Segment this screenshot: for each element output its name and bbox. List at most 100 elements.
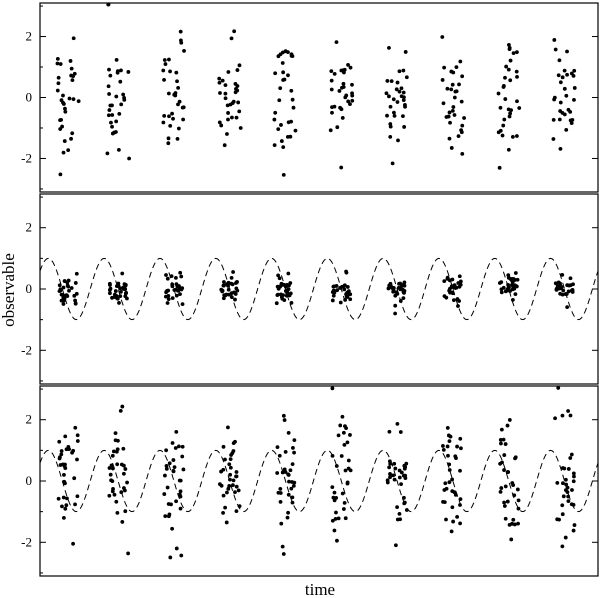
data-point	[114, 284, 119, 289]
data-point	[234, 474, 239, 479]
x-axis-label: time	[305, 580, 335, 598]
data-point	[340, 491, 345, 496]
data-point	[499, 427, 504, 432]
data-point	[401, 289, 406, 294]
data-point	[223, 457, 227, 462]
data-point	[458, 521, 462, 526]
data-point	[330, 105, 334, 110]
data-point	[572, 474, 576, 479]
data-point	[571, 479, 576, 484]
data-point	[441, 448, 446, 452]
data-point	[74, 271, 79, 276]
data-point	[350, 98, 355, 103]
data-point	[116, 438, 120, 443]
data-point	[181, 105, 186, 110]
data-point	[501, 437, 506, 442]
data-point	[55, 88, 60, 93]
data-point	[498, 461, 502, 466]
data-point	[341, 85, 346, 89]
data-point	[568, 413, 573, 418]
data-point	[71, 448, 76, 453]
data-point	[496, 91, 501, 96]
data-point	[560, 503, 565, 508]
data-point	[57, 283, 62, 288]
data-point	[174, 429, 179, 434]
data-point	[58, 118, 62, 123]
data-point	[330, 290, 335, 295]
data-point	[458, 497, 463, 501]
data-point	[281, 413, 286, 418]
data-point	[337, 89, 342, 93]
data-point	[115, 69, 120, 74]
data-point	[66, 444, 71, 449]
data-point	[229, 36, 234, 41]
data-point	[110, 479, 115, 484]
data-point	[126, 70, 131, 74]
data-point	[182, 48, 186, 53]
data-point	[221, 493, 226, 498]
data-point	[553, 416, 557, 421]
data-point	[62, 279, 67, 283]
data-point	[329, 69, 334, 74]
data-point	[226, 486, 231, 491]
data-point	[125, 296, 129, 301]
data-point	[59, 292, 64, 297]
data-point	[441, 499, 445, 504]
y-tick-label: 0	[26, 281, 33, 296]
data-point	[559, 286, 563, 290]
data-point	[346, 292, 351, 296]
data-point	[55, 61, 60, 66]
data-point	[552, 95, 557, 100]
data-point	[180, 302, 185, 307]
data-point	[58, 127, 63, 131]
data-point	[234, 484, 239, 489]
data-point	[228, 465, 233, 470]
data-point	[440, 78, 445, 82]
data-point	[180, 454, 185, 459]
data-point	[181, 467, 186, 472]
data-point	[111, 449, 116, 454]
data-point	[166, 514, 171, 519]
data-point	[283, 449, 288, 454]
data-point	[279, 281, 284, 286]
data-point	[227, 484, 232, 488]
data-point	[391, 473, 396, 478]
data-point	[514, 134, 519, 138]
data-point	[509, 537, 514, 542]
data-point	[177, 99, 182, 104]
data-point	[554, 286, 559, 291]
data-point	[73, 301, 78, 306]
data-point	[127, 156, 131, 161]
data-point	[445, 86, 450, 91]
panel-2: -2 0 2	[21, 193, 599, 385]
data-point	[163, 514, 168, 518]
data-point	[514, 284, 519, 289]
data-point	[388, 122, 393, 126]
data-point	[515, 487, 520, 492]
data-point	[387, 429, 392, 434]
data-point	[334, 510, 338, 515]
data-point	[123, 488, 127, 493]
data-point	[392, 110, 396, 115]
data-point	[506, 282, 510, 287]
data-point	[552, 38, 557, 42]
data-point	[174, 499, 178, 504]
data-point	[58, 455, 62, 460]
data-point	[339, 107, 344, 112]
data-point	[225, 132, 229, 136]
data-point	[556, 73, 561, 78]
data-point	[502, 117, 507, 122]
data-point	[174, 293, 179, 298]
data-point	[276, 490, 281, 495]
data-point	[560, 111, 565, 115]
data-point	[391, 289, 396, 294]
data-point	[560, 512, 565, 517]
data-point	[59, 449, 64, 453]
data-point	[563, 535, 568, 540]
data-point	[224, 520, 229, 525]
data-point	[510, 277, 515, 281]
data-point	[508, 289, 512, 293]
data-point	[453, 454, 458, 459]
data-point	[555, 481, 560, 485]
